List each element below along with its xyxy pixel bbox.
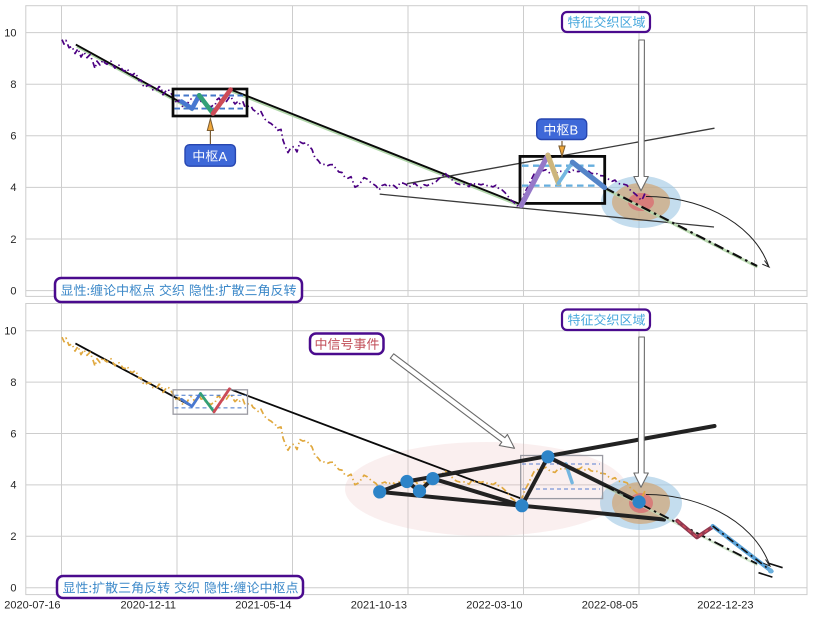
svg-text:B: B xyxy=(570,123,579,138)
svg-text:8: 8 xyxy=(10,377,16,389)
svg-text:8: 8 xyxy=(10,79,16,91)
svg-text:A: A xyxy=(219,149,228,164)
svg-text:0: 0 xyxy=(10,583,16,595)
svg-text:6: 6 xyxy=(10,428,16,440)
svg-text:0: 0 xyxy=(10,285,16,297)
svg-text:10: 10 xyxy=(4,326,16,338)
svg-text:2021-05-14: 2021-05-14 xyxy=(235,600,291,612)
svg-text:6: 6 xyxy=(10,131,16,143)
svg-text:2020-07-16: 2020-07-16 xyxy=(4,600,60,612)
svg-text:10: 10 xyxy=(4,27,16,39)
svg-text:2022-08-05: 2022-08-05 xyxy=(582,600,638,612)
svg-text:2: 2 xyxy=(10,234,16,246)
svg-text:2020-12-11: 2020-12-11 xyxy=(121,600,176,612)
svg-text:2022-03-10: 2022-03-10 xyxy=(466,600,522,612)
svg-text:2021-10-13: 2021-10-13 xyxy=(351,600,407,612)
svg-text:4: 4 xyxy=(10,182,16,194)
svg-text:2: 2 xyxy=(10,531,16,543)
svg-text:4: 4 xyxy=(10,480,16,492)
svg-text:2022-12-23: 2022-12-23 xyxy=(697,600,753,612)
